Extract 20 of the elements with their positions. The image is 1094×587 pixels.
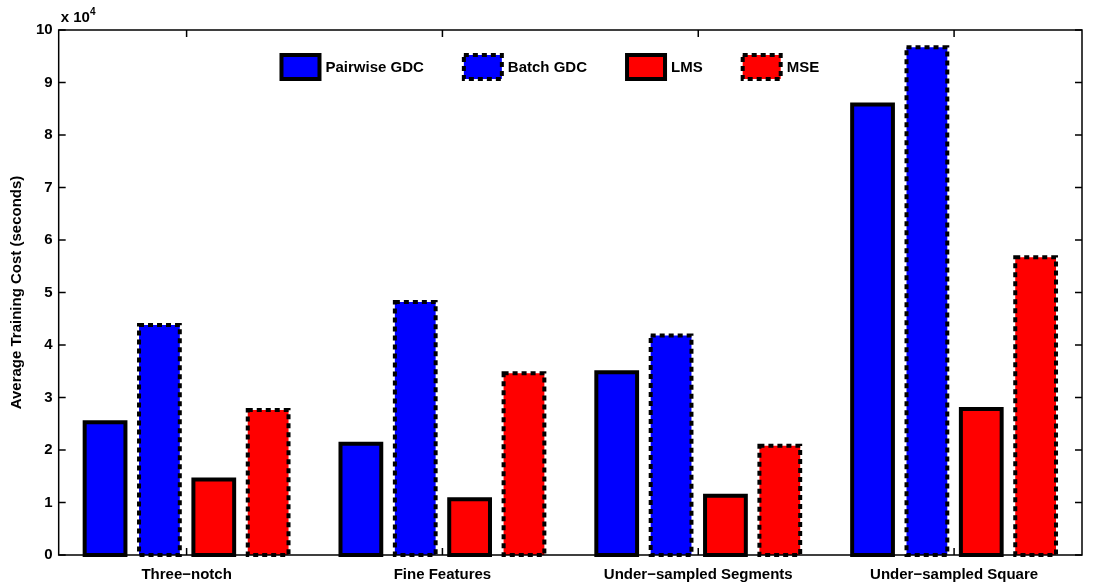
y-tick-label: 4 bbox=[44, 335, 54, 353]
y-tick-label: 5 bbox=[44, 282, 53, 300]
y-tick-label: 8 bbox=[44, 125, 53, 143]
x-tick-label: Under−sampled Segments bbox=[603, 565, 793, 583]
y-tick-label: 2 bbox=[44, 440, 53, 458]
y-tick-label: 3 bbox=[44, 387, 53, 405]
y-tick-label: 10 bbox=[36, 20, 53, 38]
y-axis-title: Average Training Cost (seconds) bbox=[7, 175, 25, 410]
legend-label: LMS bbox=[671, 58, 703, 76]
legend-label: MSE bbox=[786, 58, 820, 76]
x-tick-label: Fine Features bbox=[393, 565, 492, 583]
legend-label: Pairwise GDC bbox=[325, 58, 425, 76]
x-tick-label: Three−notch bbox=[141, 565, 232, 583]
y-tick-label: 6 bbox=[44, 230, 53, 248]
x-tick-label: Under−sampled Square bbox=[870, 565, 1039, 583]
y-tick-label: 7 bbox=[44, 177, 53, 195]
y-tick-label: 0 bbox=[44, 545, 53, 563]
legend-label: Batch GDC bbox=[507, 58, 588, 76]
y-tick-label: 1 bbox=[44, 492, 53, 510]
y-tick-label: 9 bbox=[44, 72, 53, 90]
